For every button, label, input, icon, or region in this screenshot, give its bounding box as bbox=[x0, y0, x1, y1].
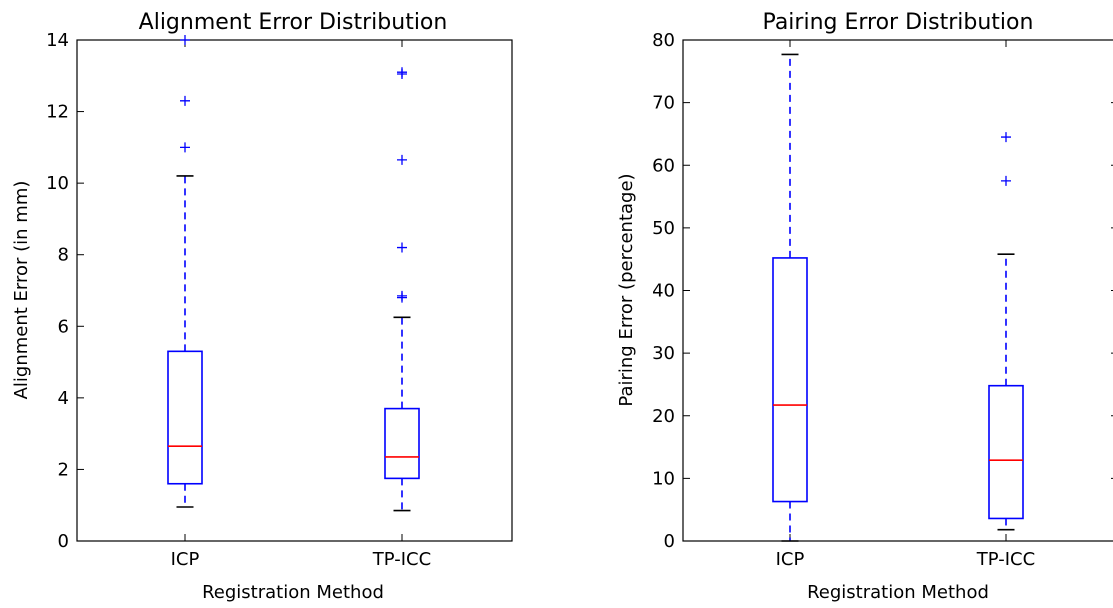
y-axis-label: Pairing Error (percentage) bbox=[616, 173, 637, 406]
outlier-point bbox=[1001, 175, 1011, 186]
box-iqr bbox=[988, 384, 1024, 520]
y-tick-label: 10 bbox=[652, 468, 675, 489]
outlier-point bbox=[397, 242, 407, 253]
outlier-point bbox=[180, 35, 190, 45]
y-tick-label: 2 bbox=[58, 459, 69, 480]
box-iqr bbox=[772, 257, 808, 503]
outlier-point bbox=[180, 95, 190, 106]
pairing-error-panel: Pairing Error Distribution Pairing Error… bbox=[616, 10, 1113, 603]
outlier-point bbox=[397, 67, 407, 78]
boxplot-tp-icc bbox=[988, 132, 1024, 531]
y-tick-label: 80 bbox=[652, 30, 675, 51]
outlier-point bbox=[180, 142, 190, 153]
x-axis-label: Registration Method bbox=[202, 582, 384, 603]
x-ticks: ICP TP-ICC bbox=[776, 40, 1035, 570]
y-tick-label: 12 bbox=[46, 102, 69, 123]
y-tick-label: 10 bbox=[46, 173, 69, 194]
y-tick-label: 6 bbox=[58, 316, 69, 337]
alignment-error-panel: Alignment Error Distribution Alignment E… bbox=[11, 10, 513, 603]
box-series bbox=[772, 53, 1024, 542]
y-tick-label: 60 bbox=[652, 155, 675, 176]
y-ticks: 0 2 4 6 8 10 12 14 bbox=[46, 30, 84, 552]
boxplot-icp bbox=[772, 53, 808, 542]
boxplot-tp-icc bbox=[384, 67, 420, 512]
outlier-point bbox=[397, 290, 407, 301]
plot-area-frame bbox=[76, 39, 513, 542]
plot-area-frame bbox=[682, 39, 1113, 542]
y-tick-label: 30 bbox=[652, 343, 675, 364]
chart-title: Pairing Error Distribution bbox=[763, 10, 1034, 35]
outlier-point bbox=[397, 154, 407, 165]
chart-title: Alignment Error Distribution bbox=[139, 10, 448, 35]
x-tick-label: TP-ICC bbox=[976, 549, 1035, 570]
box-series bbox=[167, 35, 420, 512]
x-tick-label: ICP bbox=[776, 549, 805, 570]
x-tick-label: ICP bbox=[171, 549, 200, 570]
y-tick-label: 4 bbox=[58, 388, 69, 409]
boxplot-icp bbox=[167, 35, 203, 508]
y-axis-label: Alignment Error (in mm) bbox=[11, 181, 32, 400]
x-tick-label: TP-ICC bbox=[372, 549, 431, 570]
y-tick-label: 0 bbox=[664, 531, 675, 552]
y-tick-label: 40 bbox=[652, 281, 675, 302]
x-axis-label: Registration Method bbox=[807, 582, 989, 603]
y-tick-label: 14 bbox=[46, 30, 69, 51]
y-tick-label: 0 bbox=[58, 531, 69, 552]
y-tick-label: 8 bbox=[58, 245, 69, 266]
x-ticks: ICP TP-ICC bbox=[171, 40, 431, 570]
box-iqr bbox=[167, 350, 203, 485]
y-tick-label: 50 bbox=[652, 218, 675, 239]
outlier-point bbox=[1001, 132, 1011, 143]
box-iqr bbox=[384, 407, 420, 480]
y-ticks: 0 10 20 30 40 50 60 70 80 bbox=[652, 30, 1113, 552]
y-tick-label: 20 bbox=[652, 406, 675, 427]
y-tick-label: 70 bbox=[652, 93, 675, 114]
